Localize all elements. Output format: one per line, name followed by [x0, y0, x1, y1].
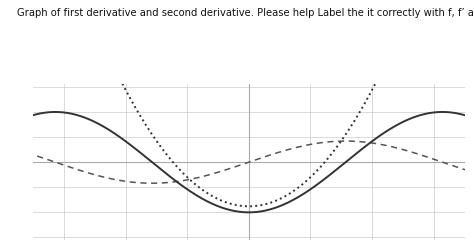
Text: Graph of first derivative and second derivative. Please help Label the it correc: Graph of first derivative and second der… [17, 8, 474, 18]
